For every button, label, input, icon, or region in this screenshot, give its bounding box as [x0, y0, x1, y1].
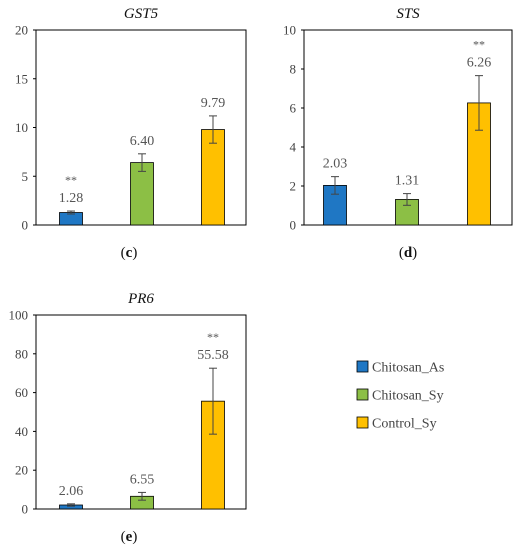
- bar: [201, 129, 225, 226]
- caption-part: (: [121, 245, 126, 261]
- data-label: 2.06: [59, 484, 84, 499]
- caption-part: ): [412, 245, 417, 261]
- chart-title: GST5: [124, 6, 159, 22]
- panel-caption: (c): [121, 245, 138, 261]
- y-tick-label: 40: [15, 424, 28, 439]
- y-tick-label: 20: [15, 23, 28, 38]
- data-label: 1.31: [395, 174, 420, 189]
- panel-caption: (e): [121, 529, 138, 545]
- significance-mark: **: [473, 38, 485, 52]
- y-tick-label: 0: [290, 218, 297, 233]
- data-label: 9.79: [201, 96, 226, 111]
- legend-swatch: [356, 388, 369, 401]
- y-tick-label: 4: [290, 140, 297, 155]
- y-tick-label: 60: [15, 385, 28, 400]
- y-tick-label: 2: [290, 179, 297, 194]
- caption-part: c: [126, 245, 133, 261]
- y-tick-label: 100: [9, 308, 29, 323]
- caption-part: d: [404, 245, 413, 261]
- data-label: 2.03: [323, 157, 348, 172]
- data-label: 6.40: [130, 134, 155, 149]
- panel-caption: (d): [399, 245, 417, 261]
- data-label: 55.58: [197, 348, 229, 363]
- significance-mark: **: [207, 330, 219, 344]
- y-tick-label: 5: [22, 169, 29, 184]
- caption-part: (: [121, 529, 126, 545]
- y-tick-label: 8: [290, 62, 297, 77]
- data-label: 1.28: [59, 191, 84, 206]
- significance-mark: **: [65, 173, 77, 187]
- caption-part: e: [126, 529, 133, 545]
- caption-part: ): [132, 245, 137, 261]
- y-tick-label: 80: [15, 346, 28, 361]
- y-tick-label: 0: [22, 218, 29, 233]
- data-label: 6.26: [467, 56, 492, 71]
- legend-label: Control_Sy: [372, 417, 437, 432]
- y-tick-label: 0: [22, 502, 29, 517]
- legend-swatch: [356, 360, 369, 373]
- chart-title: STS: [396, 6, 420, 22]
- bar: [130, 162, 154, 226]
- data-label: 6.55: [130, 472, 155, 487]
- legend-label: Chitosan_As: [372, 361, 444, 376]
- y-tick-label: 10: [15, 120, 28, 135]
- y-tick-label: 10: [283, 23, 296, 38]
- caption-part: ): [132, 529, 137, 545]
- legend-swatch: [356, 416, 369, 429]
- y-tick-label: 6: [290, 101, 297, 116]
- y-tick-label: 20: [15, 463, 28, 478]
- y-tick-label: 15: [15, 71, 28, 86]
- caption-part: (: [399, 245, 404, 261]
- chart-title: PR6: [127, 291, 154, 307]
- legend-label: Chitosan_Sy: [372, 389, 444, 404]
